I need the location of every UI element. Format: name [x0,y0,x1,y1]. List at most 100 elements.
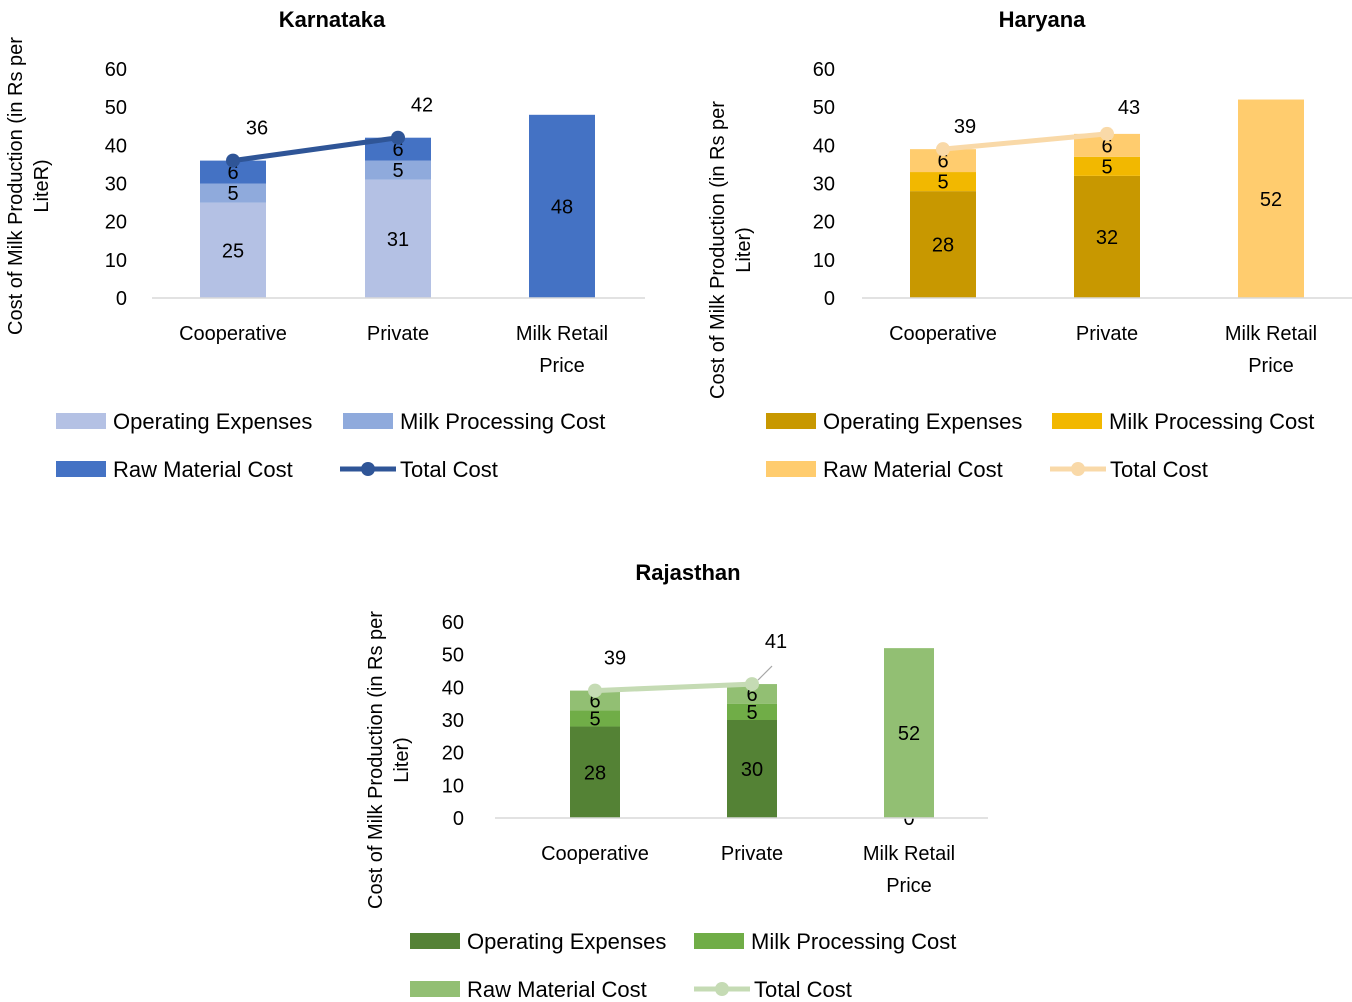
bar-segment [365,160,431,180]
total-cost-point [745,677,759,692]
bar-data-label: 30 [741,759,763,781]
karnataka-chart-svg: Karnataka Cost of Milk Production (in Rs … [5,7,645,482]
legend-swatch [56,461,106,477]
bar-segment [910,149,976,173]
bar-data-label: 6 [589,690,600,712]
legend-swatch [1052,413,1102,429]
y-tick-label: 60 [813,59,835,81]
bar-segment [200,183,266,203]
y-tick-label: 20 [442,743,464,765]
karnataka-y-axis-label: Cost of Milk Production (in Rs per LiteR) [5,37,53,335]
y-axis-label-line: Liter) [733,227,755,273]
y-tick-label: 0 [453,808,464,830]
bar-data-label: 48 [551,196,573,218]
total-cost-point [936,142,950,157]
total-cost-data-label: 39 [604,648,626,670]
y-tick-label: 20 [105,212,127,234]
total-cost-point [1100,126,1114,141]
bar-segment [365,179,431,298]
y-axis-label-line: Cost of Milk Production (in Rs per [707,101,729,399]
total-cost-line [940,131,1110,152]
bar-data-label: 6 [227,162,238,184]
rajasthan-y-axis-label: Cost of Milk Production (in Rs per Liter) [365,611,413,909]
bar-data-label: 52 [1260,189,1282,211]
bar-data-label: 6 [746,684,757,706]
bar-segment [1074,133,1140,157]
bar-data-label: 28 [932,235,954,257]
legend-label: Raw Material Cost [113,457,293,482]
x-category-label: Price [886,875,932,897]
bar-data-label: 6 [1101,135,1112,157]
y-tick-label: 30 [442,710,464,732]
bar-data-label: 5 [227,183,238,205]
y-tick-label: 10 [105,250,127,272]
y-tick-label: 0 [824,288,835,310]
bar-data-label: 5 [392,160,403,182]
bar-data-label: 5 [1101,156,1112,178]
y-tick-label: 30 [105,174,127,196]
total-cost-point [391,130,405,145]
legend-label: Milk Processing Cost [400,409,605,434]
y-tick-label: 50 [813,97,835,119]
haryana-chart-title: Haryana [999,7,1087,32]
legend-label: Milk Processing Cost [751,929,956,954]
x-category-label: Milk Retail [1225,323,1317,345]
total-cost-point [588,683,602,698]
legend-swatch [694,933,744,949]
y-tick-label: 40 [105,135,127,157]
rajasthan-chart-title: Rajasthan [635,560,740,585]
x-category-label: Price [1248,355,1294,377]
y-tick-label: 40 [813,135,835,157]
x-category-label: Cooperative [179,323,287,345]
legend-marker [715,982,729,996]
legend-swatch [766,461,816,477]
bar-segment [570,726,620,818]
legend-label: Total Cost [754,977,852,1002]
bar-data-label: 5 [937,172,948,194]
total-cost-data-label: 43 [1118,97,1140,119]
legend-label: Operating Expenses [113,409,312,434]
bar-segment [200,202,266,298]
bar-segment [200,160,266,184]
legend-swatch [766,413,816,429]
total-cost-data-label: 36 [246,118,268,140]
legend-marker [361,462,375,476]
bar-data-label: 6 [392,139,403,161]
y-tick-label: 30 [813,174,835,196]
legend-label: Milk Processing Cost [1109,409,1314,434]
karnataka-chart: Karnataka Cost of Milk Production (in Rs … [0,0,660,500]
bar-segment [1074,175,1140,298]
bar-segment [727,684,777,704]
legend-swatch [56,413,106,429]
y-tick-label: 60 [105,59,127,81]
legend-swatch [343,413,393,429]
bar-segment [1238,99,1304,299]
bar-data-label: 5 [746,702,757,724]
total-cost-line [592,681,755,694]
y-axis-label-line: Liter) [391,737,413,783]
bar-data-label: 32 [1096,227,1118,249]
y-tick-label: 10 [813,250,835,272]
legend-label: Total Cost [400,457,498,482]
rajasthan-chart: Rajasthan Cost of Milk Production (in Rs … [360,540,1000,1002]
bar-segment [1074,156,1140,176]
rajasthan-chart-svg: Rajasthan Cost of Milk Production (in Rs … [365,560,988,1002]
bar-data-label: 5 [589,708,600,730]
legend-label: Raw Material Cost [467,977,647,1002]
data-label-leader-line [757,665,773,681]
bar-segment [365,137,431,161]
legend-marker [1071,462,1085,476]
x-category-label: Milk Retail [863,843,955,865]
x-category-label: Cooperative [889,323,997,345]
y-tick-label: 0 [116,288,127,310]
bar-segment [727,703,777,720]
x-category-label: Private [721,843,783,865]
x-category-label: Price [539,355,585,377]
haryana-chart-svg: Haryana Cost of Milk Production (in Rs pe… [707,7,1352,482]
legend-label: Raw Material Cost [823,457,1003,482]
haryana-chart: Haryana Cost of Milk Production (in Rs pe… [690,0,1352,500]
legend-label: Total Cost [1110,457,1208,482]
haryana-y-axis-label: Cost of Milk Production (in Rs per Liter) [707,101,755,399]
bar-data-label: 0 [903,808,914,830]
bar-data-label: 25 [222,240,244,262]
